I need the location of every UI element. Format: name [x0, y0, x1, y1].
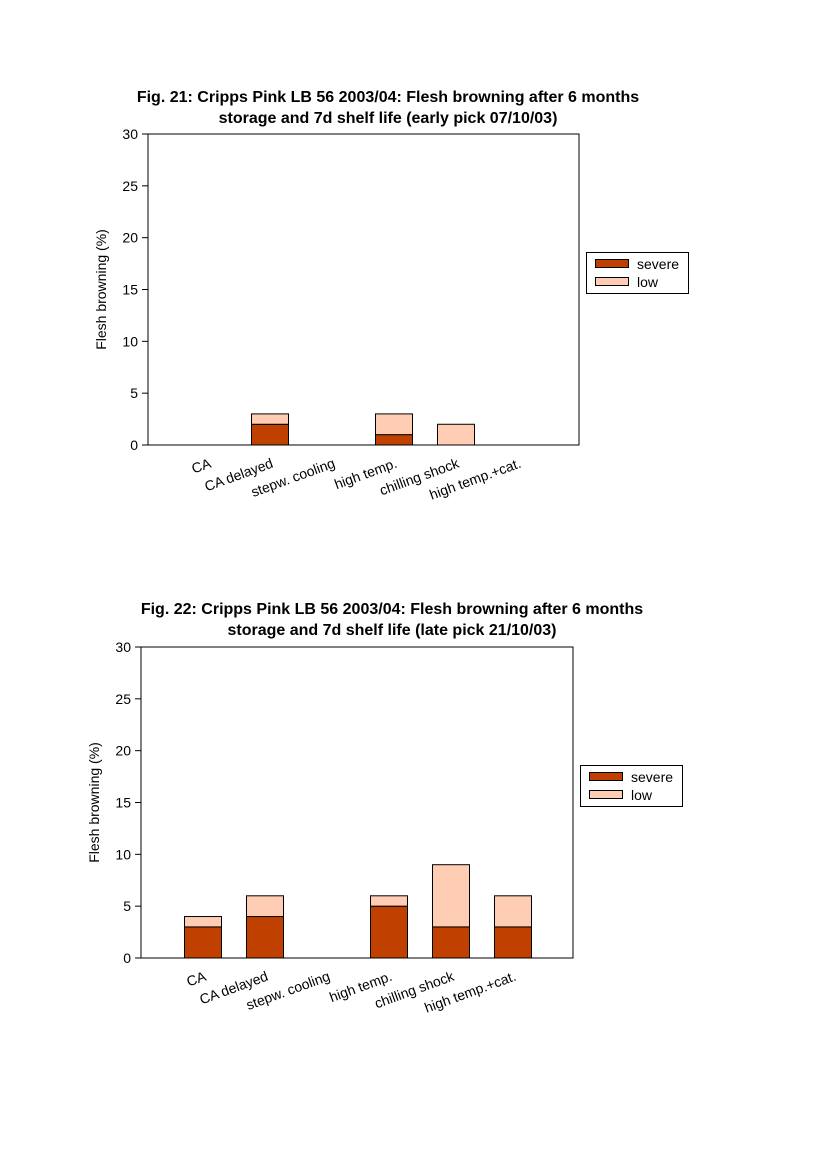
y-tick-label: 30	[115, 639, 131, 655]
bar-low	[246, 895, 284, 918]
y-tick-label: 5	[123, 898, 131, 914]
legend-swatch-severe	[595, 259, 629, 268]
y-tick-label: 5	[130, 385, 138, 401]
figure-22: Fig. 22: Cripps Pink LB 56 2003/04: Fles…	[0, 560, 826, 1120]
chart-title-line-1: Fig. 22: Cripps Pink LB 56 2003/04: Fles…	[140, 601, 644, 618]
y-tick-label: 30	[122, 126, 138, 142]
y-tick-label: 20	[122, 230, 138, 246]
y-tick-label: 15	[122, 282, 138, 298]
bar-severe	[184, 926, 222, 959]
y-tick-label: 25	[122, 178, 138, 194]
chart-title-line-2: storage and 7d shelf life (early pick 07…	[218, 110, 558, 127]
y-tick-label: 0	[123, 950, 131, 966]
y-axis-label: Flesh browning (%)	[86, 742, 102, 863]
chart-title: Fig. 22: Cripps Pink LB 56 2003/04: Fles…	[42, 599, 742, 641]
chart-title-line-2: storage and 7d shelf life (late pick 21/…	[227, 622, 557, 639]
bar-severe	[494, 926, 532, 959]
legend-label-low: low	[637, 274, 659, 290]
y-tick-label: 25	[115, 691, 131, 707]
y-axis-label: Flesh browning (%)	[93, 229, 109, 350]
chart-legend: severe low	[580, 765, 683, 807]
legend-label-low: low	[631, 787, 653, 803]
bar-low	[184, 916, 222, 928]
legend-swatch-severe	[589, 772, 623, 781]
plot-frame	[147, 133, 580, 446]
chart-title: Fig. 21: Cripps Pink LB 56 2003/04: Fles…	[38, 87, 738, 129]
legend-swatch-low	[595, 277, 629, 286]
bar-low	[432, 864, 470, 928]
bar-low	[375, 413, 413, 436]
legend-label-severe: severe	[637, 256, 680, 272]
bar-severe	[246, 916, 284, 959]
legend-label-severe: severe	[631, 769, 674, 785]
bar-severe	[251, 423, 289, 446]
bar-low	[437, 423, 475, 446]
y-tick-label: 10	[122, 333, 138, 349]
y-tick-label: 0	[130, 437, 138, 453]
y-tick-label: 20	[115, 743, 131, 759]
bar-severe	[432, 926, 470, 959]
bar-severe	[370, 905, 408, 959]
figure-21: Fig. 21: Cripps Pink LB 56 2003/04: Fles…	[0, 0, 826, 560]
bar-low	[370, 895, 408, 907]
bar-low	[251, 413, 289, 425]
legend-swatch-low	[589, 790, 623, 799]
x-tick-label: CA	[189, 455, 213, 477]
bar-low	[494, 895, 532, 928]
y-tick-label: 15	[115, 795, 131, 811]
chart-legend: severe low	[586, 252, 689, 294]
chart-title-line-1: Fig. 21: Cripps Pink LB 56 2003/04: Fles…	[136, 89, 640, 106]
x-tick-label: CA	[184, 968, 208, 990]
bar-severe	[375, 434, 413, 446]
y-tick-label: 10	[115, 846, 131, 862]
